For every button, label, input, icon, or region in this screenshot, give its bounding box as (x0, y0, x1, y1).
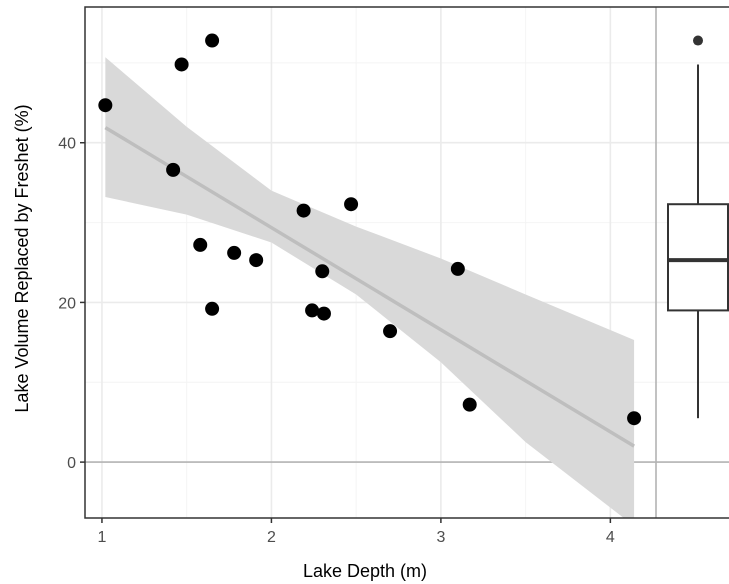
points-layer (98, 33, 642, 426)
data-point (315, 264, 330, 279)
data-point (193, 237, 208, 252)
x-tick-label: 2 (267, 529, 276, 546)
data-point (166, 162, 181, 177)
x-axis-title: Lake Depth (m) (303, 561, 427, 581)
box (667, 203, 729, 312)
y-tick-label: 20 (58, 295, 76, 312)
x-tick-label: 1 (97, 529, 106, 546)
x-tick-label: 4 (606, 529, 615, 546)
data-point (450, 261, 465, 276)
data-point (249, 253, 264, 268)
data-point (344, 197, 359, 212)
boxplot (667, 35, 729, 419)
data-point (296, 203, 311, 218)
data-point (305, 303, 320, 318)
x-tick-label: 3 (436, 529, 445, 546)
data-point (174, 57, 189, 72)
data-point (98, 98, 113, 113)
y-tick-label: 40 (58, 136, 76, 153)
panel-border (84, 6, 729, 519)
data-point (205, 301, 220, 316)
data-point (205, 33, 220, 48)
data-point (316, 306, 331, 321)
data-point (627, 411, 642, 426)
data-point (383, 324, 398, 339)
y-tick-label: 0 (67, 455, 76, 472)
y-axis-title: Lake Volume Replaced by Freshet (%) (12, 104, 32, 412)
outlier-point (693, 35, 703, 46)
data-point (227, 245, 242, 260)
data-point (462, 397, 477, 412)
confidence-band (105, 57, 635, 518)
trend-line (104, 126, 635, 448)
